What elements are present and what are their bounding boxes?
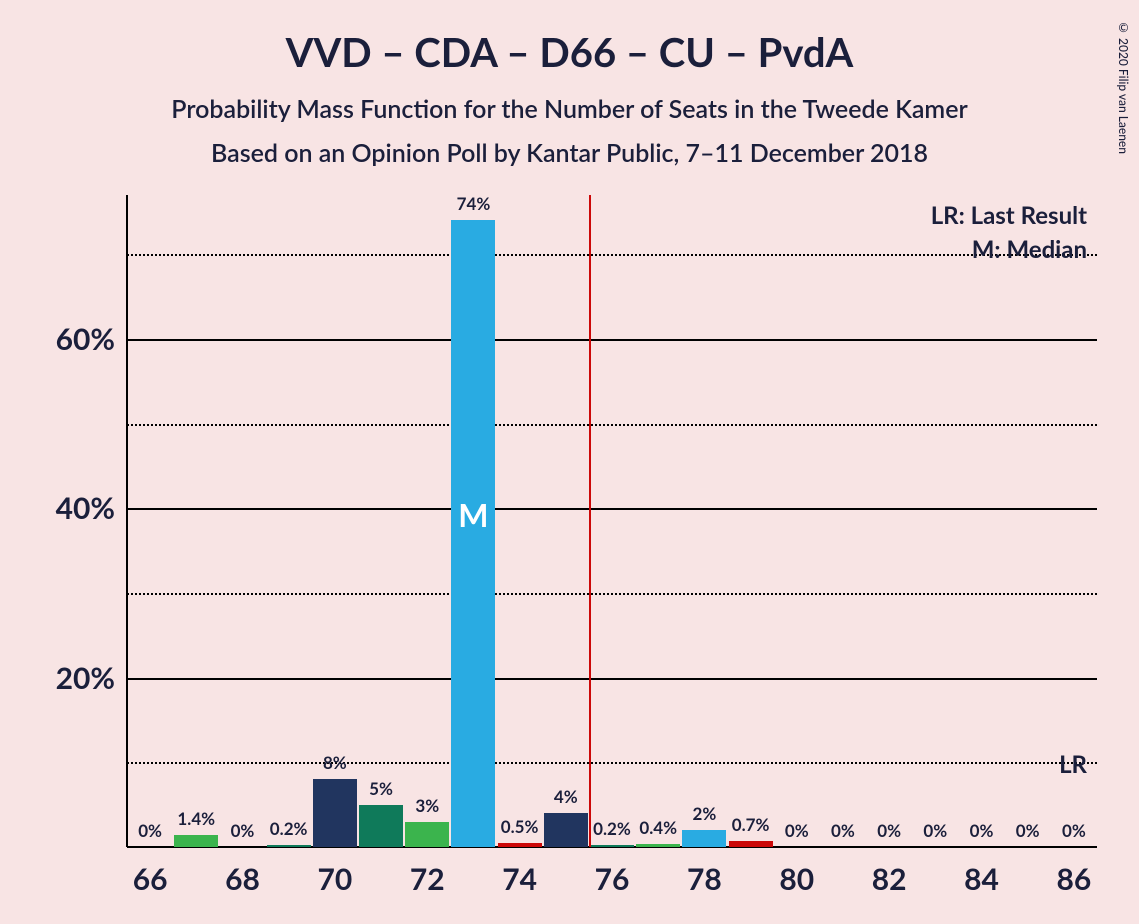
- gridline-major: [127, 339, 1097, 341]
- x-axis-tick-label: 76: [595, 847, 630, 897]
- bar-value-label: 4%: [554, 786, 578, 807]
- x-axis-tick-label: 72: [410, 847, 445, 897]
- bar: [405, 822, 449, 847]
- gridline-major: [127, 508, 1097, 510]
- x-axis-tick-label: 74: [502, 847, 537, 897]
- x-axis-tick-label: 78: [687, 847, 722, 897]
- bar: [590, 845, 634, 847]
- bar: [636, 844, 680, 847]
- chart-title: VVD – CDA – D66 – CU – PvdA: [0, 0, 1139, 76]
- gridline-minor: [127, 254, 1097, 256]
- bar: [729, 841, 773, 847]
- bar-value-label: 0%: [831, 820, 855, 841]
- y-axis-line: [126, 195, 128, 847]
- bar-value-label: 0.2%: [270, 818, 308, 839]
- lr-axis-label: LR: [1059, 750, 1087, 779]
- bar: [313, 779, 357, 847]
- last-result-line: [589, 195, 591, 847]
- x-axis-tick-label: 82: [872, 847, 907, 897]
- gridline-major: [127, 678, 1097, 680]
- bar-value-label: 5%: [369, 778, 393, 799]
- x-axis-tick-label: 70: [317, 847, 352, 897]
- chart-plot-area: 20%40%60%66687072747678808284860%1.4%0%0…: [127, 195, 1097, 847]
- median-marker: M: [458, 495, 488, 534]
- y-axis-tick-label: 20%: [56, 660, 127, 696]
- x-axis-tick-label: 84: [964, 847, 999, 897]
- x-axis-tick-label: 66: [133, 847, 168, 897]
- bar: [498, 843, 542, 847]
- x-axis-tick-label: 86: [1056, 847, 1091, 897]
- x-axis-tick-label: 80: [779, 847, 814, 897]
- gridline-minor: [127, 593, 1097, 595]
- legend-m: M: Median: [972, 235, 1087, 264]
- bar: [267, 845, 311, 847]
- y-axis-tick-label: 60%: [56, 321, 127, 357]
- bar-value-label: 0.7%: [732, 814, 770, 835]
- bar-value-label: 1.4%: [177, 808, 215, 829]
- bar-value-label: 0%: [231, 820, 255, 841]
- bar-value-label: 0%: [1062, 820, 1086, 841]
- chart-subtitle-1: Probability Mass Function for the Number…: [0, 94, 1139, 124]
- bar: [544, 813, 588, 847]
- bar-value-label: 0%: [970, 820, 994, 841]
- bar-value-label: 0.5%: [501, 816, 539, 837]
- y-axis-tick-label: 40%: [56, 490, 127, 526]
- copyright-text: © 2020 Filip van Laenen: [1116, 20, 1131, 154]
- bar: [682, 830, 726, 847]
- bar-value-label: 0.4%: [639, 817, 677, 838]
- bar-value-label: 0%: [1016, 820, 1040, 841]
- bar-value-label: 2%: [692, 803, 716, 824]
- bar-value-label: 0%: [138, 820, 162, 841]
- bar-value-label: 0%: [877, 820, 901, 841]
- gridline-minor: [127, 424, 1097, 426]
- bar-value-label: 74%: [457, 193, 491, 214]
- bar: [359, 805, 403, 847]
- x-axis-tick-label: 68: [225, 847, 260, 897]
- bar-value-label: 0.2%: [593, 818, 631, 839]
- bar-value-label: 3%: [415, 795, 439, 816]
- legend-lr: LR: Last Result: [931, 201, 1087, 230]
- bar-value-label: 0%: [923, 820, 947, 841]
- bar-value-label: 0%: [785, 820, 809, 841]
- bar: [451, 220, 495, 847]
- bar-value-label: 8%: [323, 752, 347, 773]
- chart-subtitle-2: Based on an Opinion Poll by Kantar Publi…: [0, 138, 1139, 168]
- bar: [174, 835, 218, 847]
- gridline-minor: [127, 762, 1097, 764]
